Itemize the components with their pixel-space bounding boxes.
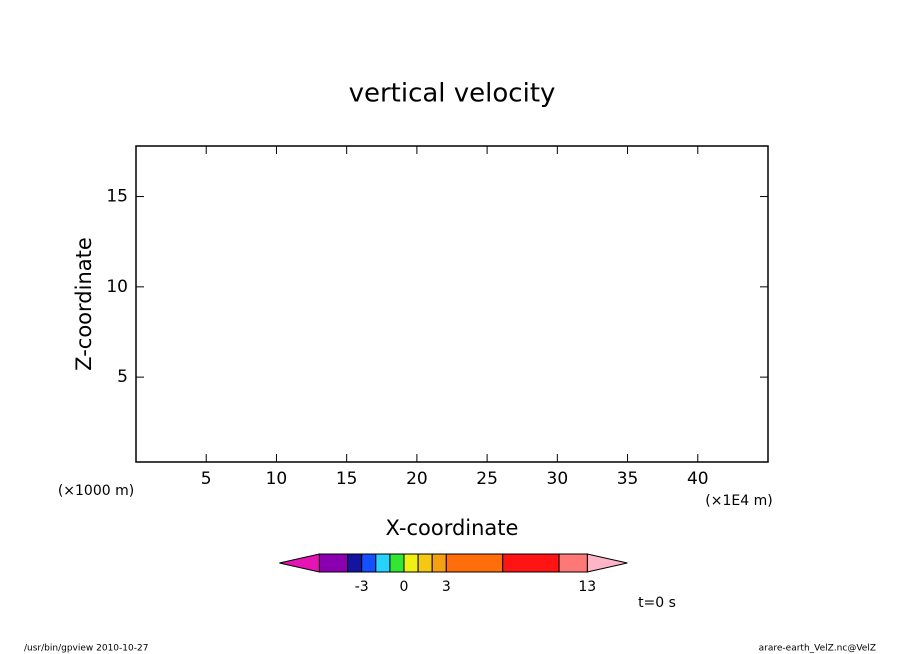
y-tick-label: 15 [106,187,128,207]
colorbar-segment [318,553,349,573]
colorbar-tick-label: 13 [578,579,596,595]
y-tick-label: 5 [117,367,128,387]
colorbar-segment [431,553,447,573]
colorbar-tick-label: 0 [400,579,409,595]
colorbar-segment [502,553,560,573]
x-unit: (×1E4 m) [705,493,772,509]
colorbar-segment [375,553,391,573]
chart-title: vertical velocity [349,79,556,109]
plot-frame [135,145,769,463]
colorbar-tick-label: -3 [355,579,369,595]
y-unit: (×1000 m) [58,483,134,499]
time-annotation: t=0 s [638,595,676,611]
x-tick-label: 25 [476,469,498,489]
x-tick-label: 20 [406,469,428,489]
colorbar-segment [403,553,419,573]
x-tick-label: 40 [687,469,709,489]
x-tick-label: 10 [266,469,288,489]
x-tick-label: 30 [547,469,569,489]
colorbar-over [586,553,628,573]
y-axis-label: Z-coordinate [72,237,96,371]
colorbar-segment [445,553,504,573]
colorbar-tick-label: 3 [442,579,451,595]
x-tick-label: 35 [617,469,639,489]
x-tick-label: 15 [336,469,358,489]
colorbar-under [279,553,320,573]
colorbar-segment [417,553,433,573]
footer-left: /usr/bin/gpview 2010-10-27 [24,644,148,654]
footer-right: arare-earth_VelZ.nc@VelZ [759,644,876,654]
y-tick-label: 10 [106,277,128,297]
colorbar-segment [361,553,377,573]
x-axis-label: X-coordinate [386,516,519,540]
colorbar-segment [558,553,588,573]
colorbar-segment [389,553,405,573]
colorbar-segment [347,553,363,573]
x-tick-label: 5 [201,469,212,489]
